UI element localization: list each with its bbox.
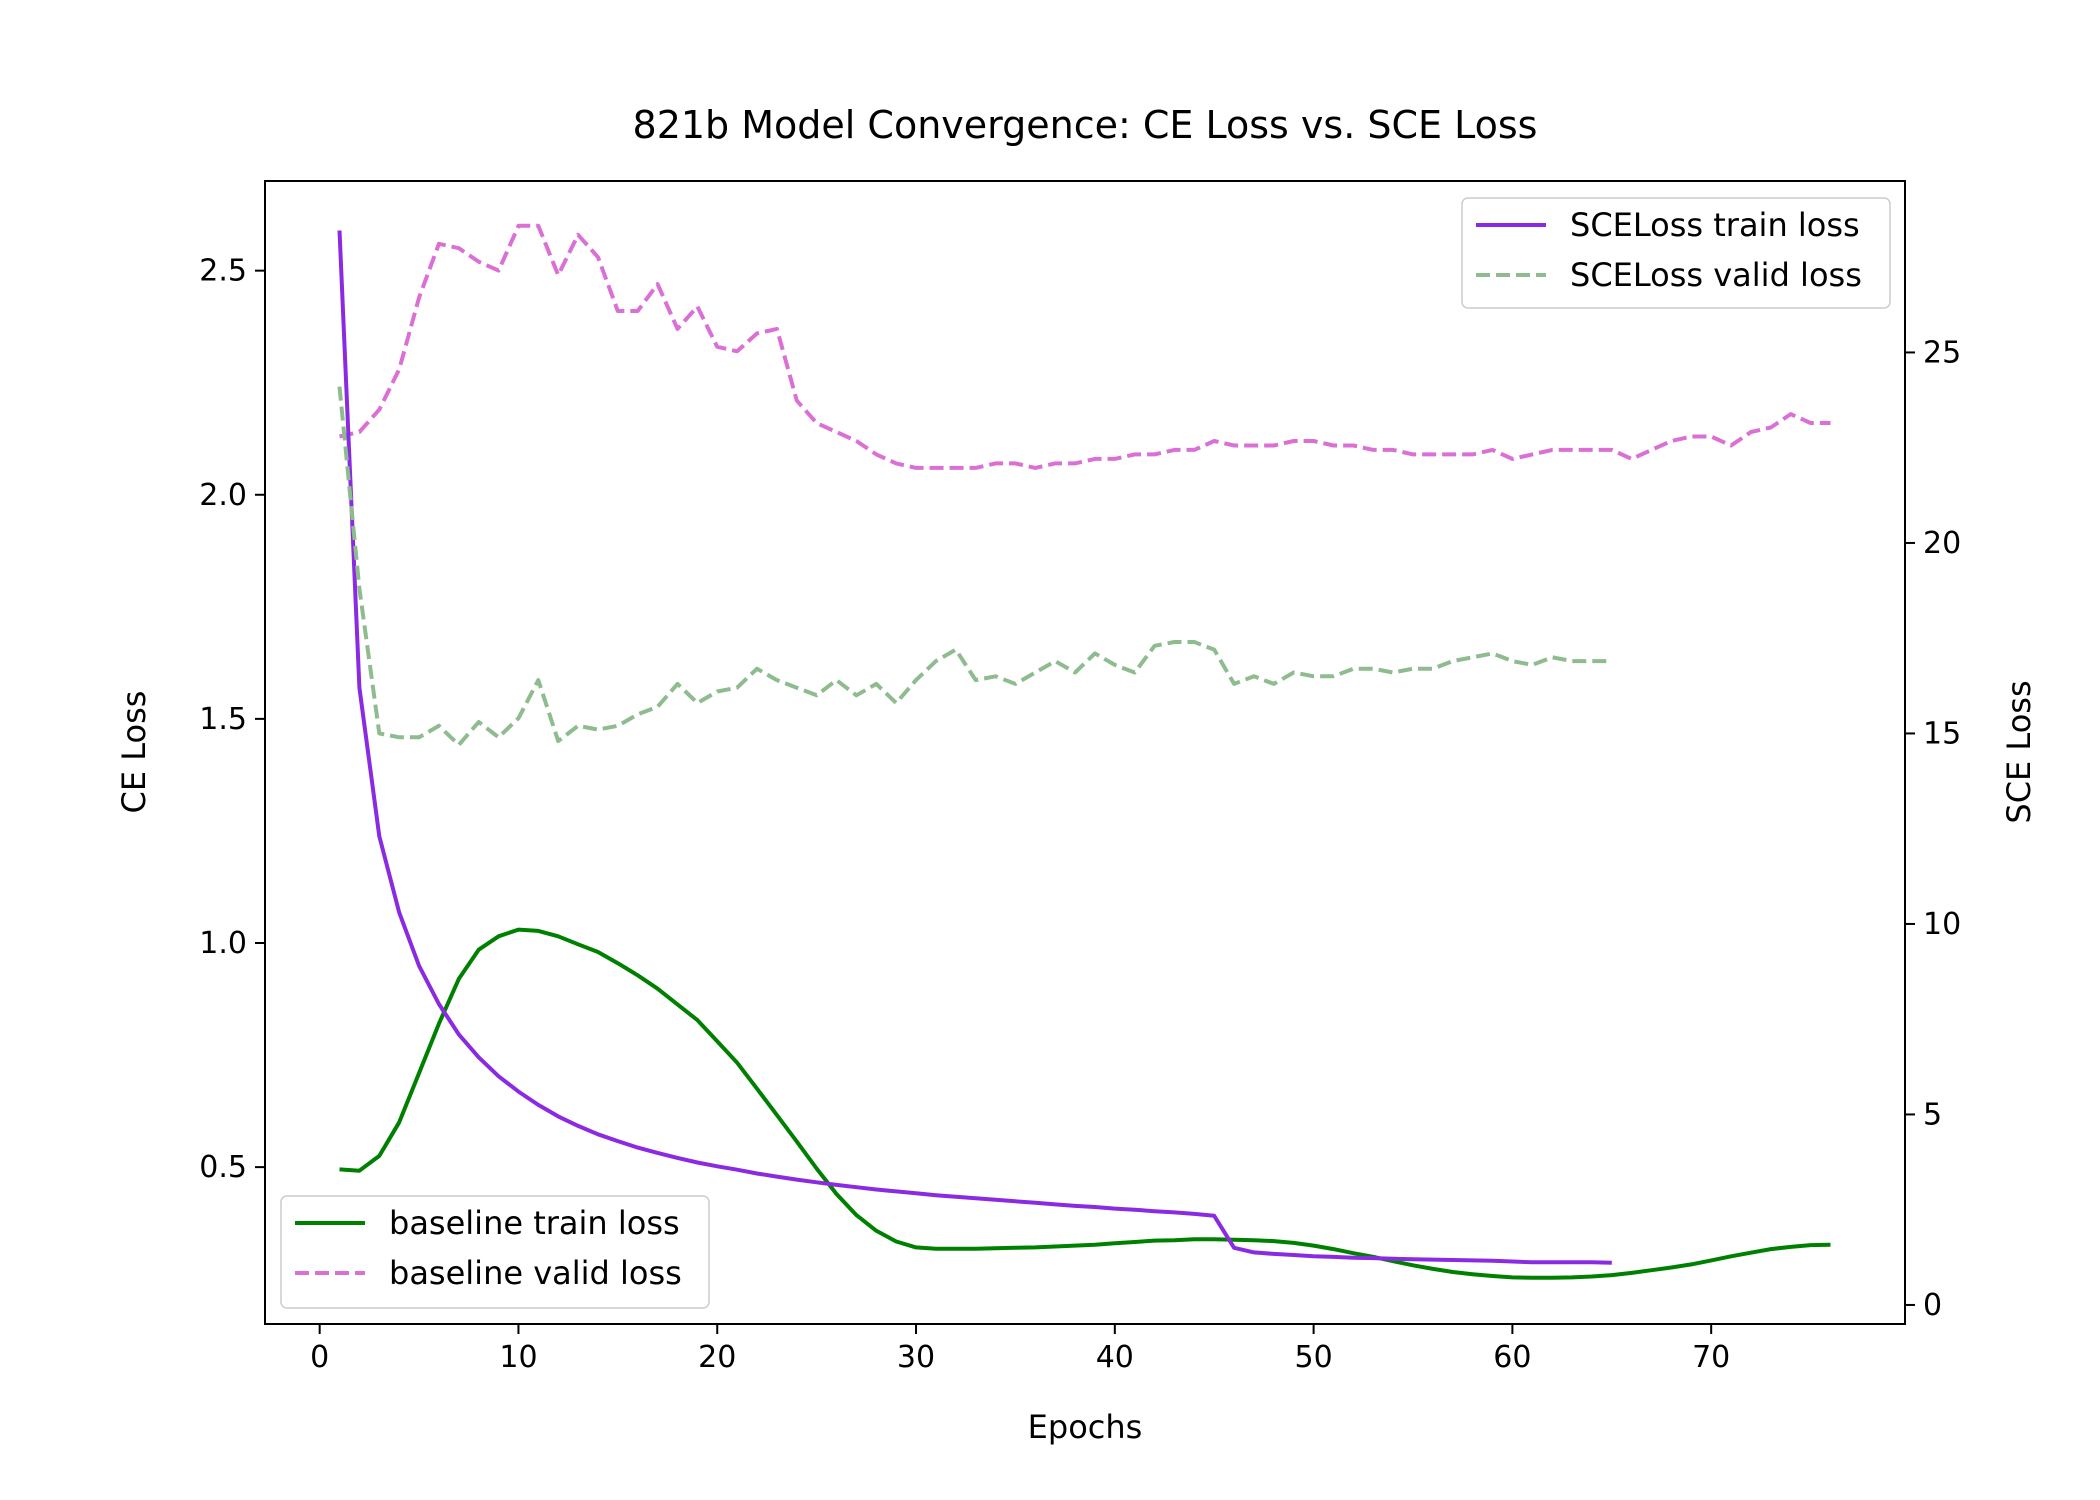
- legend-sce: SCELoss train loss SCELoss valid loss: [1461, 197, 1891, 309]
- y-right-tick-label: 20: [1923, 526, 1961, 561]
- y-axis-left-label: CE Loss: [115, 691, 153, 814]
- x-tick-label: 60: [1493, 1340, 1531, 1375]
- y-left-tick-label: 1.5: [199, 702, 247, 737]
- y-right-tick-label: 10: [1923, 907, 1961, 942]
- x-tick-label: 50: [1295, 1340, 1333, 1375]
- plot-frame: [264, 180, 1906, 1325]
- x-tick-label: 20: [698, 1340, 736, 1375]
- series-layer: [337, 223, 1831, 1280]
- series-baseline-train-loss: [339, 927, 1831, 1280]
- y-left-tick-label: 2.5: [199, 254, 247, 289]
- chart-title: 821b Model Convergence: CE Loss vs. SCE …: [633, 103, 1538, 147]
- x-tick-label: 10: [499, 1340, 537, 1375]
- series-baseline-valid-loss: [339, 223, 1831, 470]
- y-left-tick-label: 1.0: [199, 926, 247, 961]
- y-axis-right: 0 5 10 15 20 25: [1905, 335, 1961, 1323]
- series-sceloss-train-loss: [337, 230, 1612, 1265]
- series-sceloss-valid-loss: [337, 386, 1612, 747]
- y-right-tick-label: 0: [1923, 1288, 1942, 1323]
- x-tick-label: 30: [897, 1340, 935, 1375]
- y-left-tick-label: 2.0: [199, 478, 247, 513]
- legend-label-baseline-train: baseline train loss: [389, 1204, 680, 1242]
- legend-label-baseline-valid: baseline valid loss: [389, 1254, 682, 1292]
- legend-label-sce-train: SCELoss train loss: [1570, 206, 1860, 244]
- x-tick-label: 0: [310, 1340, 329, 1375]
- y-axis-left: 0.5 1.0 1.5 2.0 2.5: [199, 254, 265, 1185]
- x-tick-label: 40: [1096, 1340, 1134, 1375]
- x-tick-label: 70: [1692, 1340, 1730, 1375]
- legend-baseline: baseline train loss baseline valid loss: [280, 1195, 710, 1309]
- y-axis-right-label: SCE Loss: [2000, 680, 2038, 823]
- legend-label-sce-valid: SCELoss valid loss: [1570, 256, 1862, 294]
- legend-baseline-frame: [280, 1195, 710, 1309]
- y-right-tick-label: 15: [1923, 716, 1961, 751]
- y-right-tick-label: 5: [1923, 1097, 1942, 1132]
- y-right-tick-label: 25: [1923, 335, 1961, 370]
- legend-sce-frame: [1461, 197, 1891, 309]
- x-axis: 0 10 20 30 40 50 60 70: [310, 1324, 1730, 1375]
- x-axis-label: Epochs: [1028, 1408, 1143, 1446]
- y-left-tick-label: 0.5: [199, 1150, 247, 1185]
